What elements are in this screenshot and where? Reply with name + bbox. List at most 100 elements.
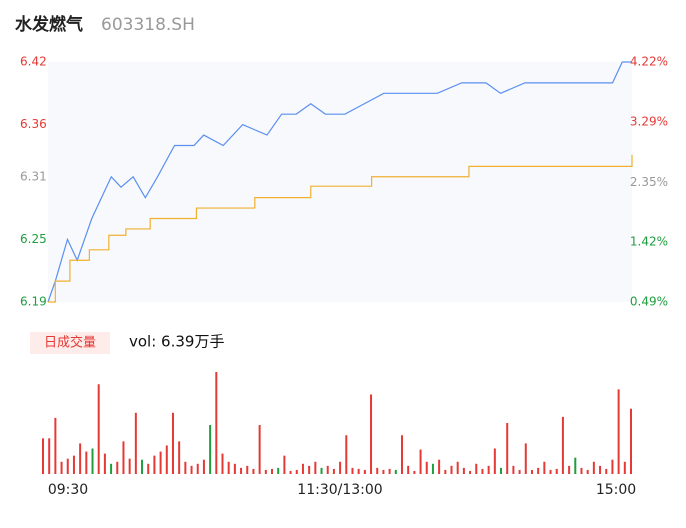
x-tick-label: 11:30/13:00 — [297, 482, 382, 498]
volume-bar — [630, 408, 632, 474]
volume-bar — [500, 467, 503, 474]
volume-bar — [394, 469, 397, 474]
volume-bar — [128, 458, 131, 474]
volume-bar — [147, 463, 150, 474]
volume-bar — [246, 465, 249, 474]
volume-bar — [555, 468, 558, 474]
volume-bar — [171, 412, 174, 474]
volume-bar — [549, 469, 552, 474]
volume-bar — [233, 463, 236, 474]
volume-bar — [543, 461, 546, 474]
volume-bar — [462, 467, 465, 474]
volume-bar — [264, 469, 267, 474]
volume-bar — [91, 448, 94, 474]
volume-bar — [425, 461, 428, 474]
volume-bar — [351, 467, 354, 474]
volume-bar — [623, 461, 626, 474]
volume-bar — [506, 423, 509, 474]
volume-bar — [456, 461, 459, 474]
volume-bar — [72, 455, 75, 474]
volume-bar — [580, 467, 583, 474]
volume-bar — [153, 455, 156, 474]
volume-bar — [345, 435, 348, 474]
volume-bar — [221, 453, 224, 474]
volume-bar — [252, 468, 255, 474]
volume-bar — [165, 445, 168, 474]
y-tick-label: 6.25 — [20, 232, 47, 246]
x-tick-label: 15:00 — [596, 482, 636, 498]
volume-bar — [431, 463, 434, 474]
volume-bar — [202, 459, 205, 474]
volume-bar — [79, 443, 82, 474]
volume-bar — [382, 469, 385, 474]
y-tick-label: 6.31 — [20, 169, 47, 183]
volume-bar — [586, 469, 589, 474]
volume-bar — [196, 463, 199, 474]
volume-bar — [617, 389, 620, 474]
volume-bar — [215, 372, 218, 474]
volume-bar — [592, 461, 595, 474]
volume-bar — [332, 468, 335, 474]
volume-bar — [475, 463, 478, 474]
volume-bar — [450, 465, 453, 474]
y2-tick-label: 1.42% — [630, 235, 668, 249]
volume-bar — [530, 469, 533, 474]
volume-total: vol: 6.39万手 — [129, 333, 224, 351]
y-tick-label: 6.42 — [20, 55, 47, 69]
volume-bar — [178, 441, 181, 474]
volume-bar — [605, 468, 608, 474]
volume-bar — [388, 468, 391, 474]
x-tick-label: 09:30 — [48, 482, 88, 498]
volume-bar — [141, 459, 144, 474]
volume-bar — [54, 417, 57, 474]
volume-bar — [438, 459, 441, 474]
volume-bar — [574, 457, 577, 474]
stock-code: 603318.SH — [101, 15, 195, 35]
volume-bar — [363, 469, 366, 474]
volume-bar — [561, 416, 564, 474]
volume-bar — [568, 465, 571, 474]
volume-bar — [227, 461, 230, 474]
volume-bar — [320, 467, 323, 474]
volume-bar — [376, 467, 379, 474]
volume-bar — [289, 470, 292, 474]
volume-bar — [66, 458, 69, 474]
volume-title: 日成交量 — [44, 335, 96, 351]
volume-bar — [209, 425, 212, 474]
y-tick-label: 6.36 — [20, 117, 47, 131]
volume-bar — [493, 448, 496, 474]
volume-bar — [134, 412, 137, 474]
volume-bar — [301, 463, 304, 474]
volume-bar — [599, 465, 602, 474]
volume-bar — [159, 451, 162, 474]
plot-area — [48, 62, 632, 302]
y-tick-label: 6.19 — [20, 295, 47, 309]
volume-bar — [48, 438, 51, 474]
y2-tick-label: 0.49% — [630, 295, 668, 309]
volume-bar — [42, 438, 44, 474]
volume-bar — [283, 455, 286, 474]
volume-bar — [419, 449, 422, 474]
y2-tick-label: 2.35% — [630, 175, 668, 189]
volume-bar — [240, 467, 243, 474]
average-line — [48, 154, 633, 303]
volume-bar — [537, 467, 540, 474]
volume-bar — [469, 470, 472, 474]
volume-bar — [308, 465, 311, 474]
volume-bar — [271, 468, 274, 474]
volume-bar — [481, 468, 484, 474]
volume-bar — [407, 465, 410, 474]
volume-bar — [487, 465, 490, 474]
volume-bar — [413, 470, 416, 474]
volume-badge — [30, 332, 110, 354]
volume-bar — [512, 465, 515, 474]
y2-tick-label: 4.22% — [630, 55, 668, 69]
volume-bar — [110, 463, 113, 474]
volume-bar — [357, 468, 360, 474]
volume-bar — [400, 435, 403, 474]
volume-bar — [85, 451, 88, 474]
y2-tick-label: 3.29% — [630, 114, 668, 128]
volume-bar — [60, 461, 63, 474]
volume-bar — [611, 459, 614, 474]
